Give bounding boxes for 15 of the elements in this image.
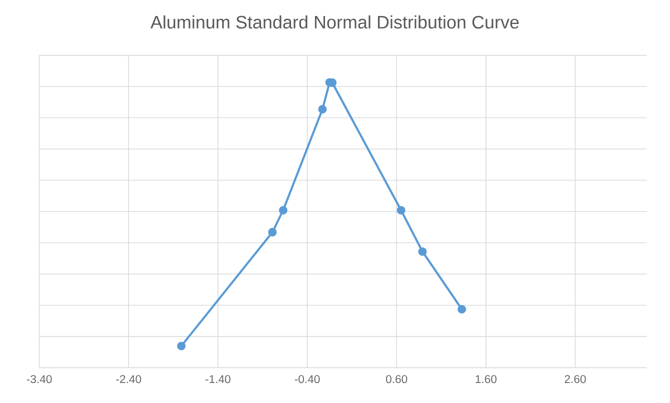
x-tick-label: -3.40: [26, 375, 52, 384]
point: [278, 206, 288, 214]
point: [396, 206, 406, 214]
x-tick-label: 0.60: [386, 375, 408, 384]
point: [418, 247, 427, 256]
x-tick-label: -1.40: [206, 375, 230, 384]
chart-title: Aluminum Standard Normal Distribution Curve: [150, 15, 519, 29]
point: [458, 304, 466, 314]
point: [268, 228, 277, 236]
x-tick-label: 1.60: [476, 375, 496, 384]
x-tick-label: -0.40: [294, 375, 320, 384]
x-tick-label: -2.40: [116, 375, 142, 384]
point: [318, 104, 327, 114]
point: [177, 342, 186, 350]
x-tick-label: 2.60: [564, 375, 586, 384]
